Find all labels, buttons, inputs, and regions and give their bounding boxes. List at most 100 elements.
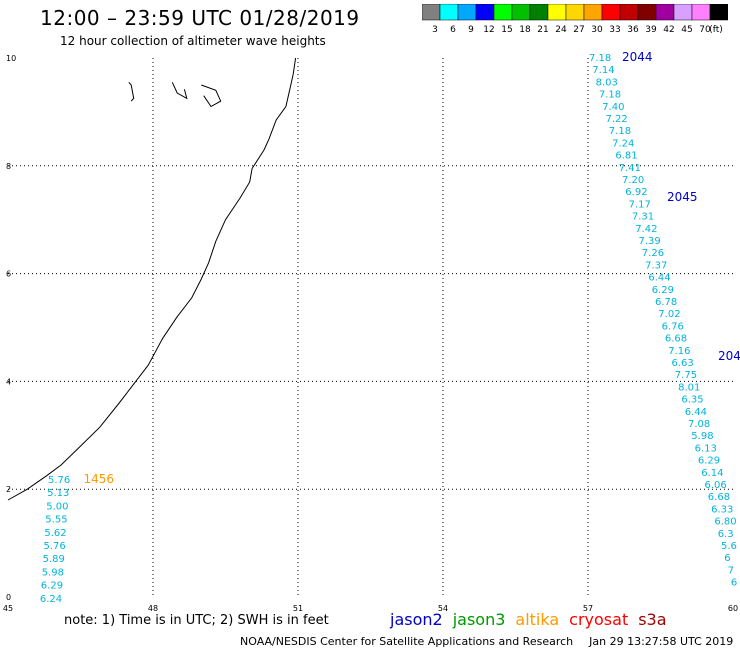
scale-tick-label: 30 (591, 25, 603, 34)
pass-time-label: 204 (718, 349, 740, 363)
scale-tick-label: 39 (645, 25, 657, 34)
lat-tick-label: 6 (6, 270, 11, 279)
swh-value: 7.75 (675, 370, 697, 381)
swh-value: 6.92 (625, 187, 647, 198)
swh-value: 5.76 (48, 475, 70, 486)
scale-tick-label: 15 (501, 25, 512, 34)
scale-tick-label: 42 (663, 25, 674, 34)
lat-tick-label: 2 (6, 485, 11, 494)
swh-value: 6.78 (655, 297, 677, 308)
swh-value: 5.00 (46, 501, 68, 512)
swh-value: 7.40 (602, 102, 624, 113)
swh-value: 6.68 (708, 492, 730, 503)
swh-value: 7.16 (668, 346, 690, 357)
scale-unit-label: (ft) (709, 25, 723, 34)
swh-value: 7 (728, 565, 734, 576)
lon-tick-label: 57 (583, 604, 593, 612)
satellite-altika: altika (515, 610, 560, 629)
island-outline (171, 82, 188, 100)
swh-value: 7.24 (612, 138, 634, 149)
swh-value: 7.31 (632, 212, 654, 223)
swh-value: 6.80 (714, 517, 736, 528)
swh-value: 6 (724, 553, 730, 564)
satellite-cryosat: cryosat (569, 610, 629, 629)
swh-value: 7.18 (599, 90, 621, 101)
swh-value: 7.08 (688, 419, 710, 430)
swh-value: 6.3 (718, 529, 734, 540)
scale-tick-label: 9 (468, 25, 474, 34)
scale-tick-label: 6 (450, 25, 456, 34)
scale-tick-label: 33 (609, 25, 620, 34)
swh-value: 7.22 (606, 114, 628, 125)
swh-value: 6.35 (681, 395, 703, 406)
lon-tick-label: 60 (728, 604, 738, 612)
lat-tick-label: 8 (6, 162, 11, 171)
swh-value: 7.26 (642, 248, 664, 259)
swh-value: 5.13 (47, 488, 69, 499)
island-outline (201, 84, 222, 108)
swh-value: 6 (731, 578, 737, 589)
swh-value: 8.03 (596, 77, 618, 88)
swh-value: 6.81 (615, 151, 637, 162)
swh-value: 6.29 (41, 581, 63, 592)
map-title: 12:00 – 23:59 UTC 01/28/2019 (40, 6, 360, 30)
pass-time-label: 2044 (622, 50, 653, 64)
swh-value: 6.29 (652, 285, 674, 296)
swh-value: 6.76 (662, 321, 684, 332)
island-outline (128, 81, 135, 102)
map-subtitle: 12 hour collection of altimeter wave hei… (60, 34, 326, 48)
scale-tick-label: 36 (627, 25, 639, 34)
satellite-legend: jason2 jason3 altika cryosat s3a (390, 610, 677, 629)
swh-value: 6.24 (40, 594, 62, 605)
satellite-s3a: s3a (638, 610, 667, 629)
scale-tick-label: 24 (555, 25, 567, 34)
scale-tick-label: 21 (537, 25, 548, 34)
scale-tick-label: 18 (519, 25, 531, 34)
swh-value: 5.6 (721, 541, 737, 552)
wave-height-map: 45 48 51 54 57 60 0 2 4 6 8 10 5.76 5.13 5.00 5.55 5.62 5… (3, 50, 740, 612)
swh-value: 6.29 (698, 456, 720, 467)
color-scale-legend: 3 6 9 12 15 18 21 24 27 30 33 36 39 42 45 70(ft) (422, 4, 728, 34)
lat-tick-label: 0 (6, 593, 11, 602)
swh-value: 6.06 (705, 480, 727, 491)
swh-value: 7.42 (635, 224, 657, 235)
swh-value: 5.98 (691, 431, 713, 442)
scale-swatch (709, 4, 728, 21)
scale-tick-label: 27 (573, 25, 584, 34)
swh-value: 7.17 (629, 199, 651, 210)
scale-tick-label: 3 (432, 25, 438, 34)
swh-value: 6.68 (665, 334, 687, 345)
generated-timestamp: Jan 29 13:27:58 UTC 2019 (589, 635, 734, 648)
coastline (7, 57, 297, 501)
scale-tick-label: 12 (483, 25, 494, 34)
footer-note: note: 1) Time is in UTC; 2) SWH is in fe… (64, 613, 329, 628)
lat-tick-label: 4 (6, 377, 11, 386)
swh-value: 5.89 (43, 554, 65, 565)
pass-time-label: 1456 (84, 472, 115, 486)
lon-tick-label: 54 (438, 604, 448, 612)
swh-value: 7.18 (589, 53, 611, 64)
swh-value: 6.44 (685, 407, 707, 418)
satellite-jason2: jason2 (390, 610, 443, 629)
scale-tick-label: 45 (681, 25, 692, 34)
credit-text: NOAA/NESDIS Center for Satellite Applica… (240, 635, 574, 648)
swh-value: 7.14 (592, 65, 614, 76)
swh-value: 7.39 (639, 236, 661, 247)
lon-tick-label: 48 (148, 604, 158, 612)
credits-line: NOAA/NESDIS Center for Satellite Applica… (240, 635, 733, 648)
swh-value: 5.55 (45, 515, 67, 526)
swh-value: 7.18 (609, 126, 631, 137)
swh-value: 6.44 (648, 273, 670, 284)
swh-value: 6.14 (701, 468, 723, 479)
scale-tick-label: 70 (699, 25, 711, 34)
lat-tick-label: 10 (6, 54, 16, 63)
swh-value: 6.13 (695, 443, 717, 454)
swh-value: 7.02 (658, 309, 680, 320)
swh-value: 7.41 (619, 163, 641, 174)
swh-value: 5.62 (44, 528, 66, 539)
pass-time-label: 2045 (667, 190, 698, 204)
swh-value: 8.01 (678, 382, 700, 393)
satellite-jason3: jason3 (452, 610, 506, 629)
lon-tick-label: 51 (293, 604, 303, 612)
swh-value: 7.20 (622, 175, 644, 186)
